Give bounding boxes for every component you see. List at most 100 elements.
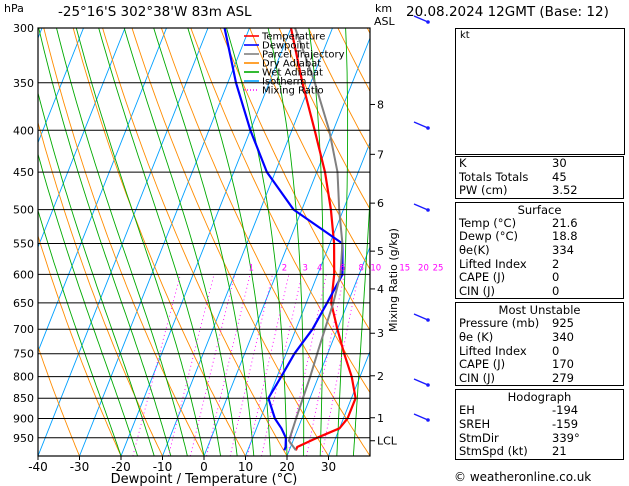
wind-barb <box>413 378 429 386</box>
sreh-label: SREH <box>459 416 491 431</box>
legend-label: Dry Adiabat <box>262 59 321 70</box>
mixing-ratio-label: 25 <box>433 263 444 273</box>
hodograph-unit-label: kt <box>460 30 470 41</box>
wind-barb <box>413 413 429 421</box>
km-axis-label: km <box>375 2 393 15</box>
index-row-k: K 30 <box>456 156 623 171</box>
surface-temp-label: Temp (°C) <box>459 215 517 230</box>
pressure-tick-label: 400 <box>13 124 34 137</box>
mu-thetae-value: 340 <box>552 329 574 344</box>
index-row-pw: PW (cm) 3.52 <box>456 184 623 198</box>
x-tick-label: -20 <box>111 460 131 474</box>
dry-adiabat-line <box>102 28 288 456</box>
isotherm-line <box>38 28 167 353</box>
mu-cin-label: CIN (J) <box>459 370 496 385</box>
wind-barb-dot <box>426 383 430 387</box>
hodograph-panel: kt <box>455 28 625 155</box>
x-tick-label: 10 <box>238 460 253 474</box>
surface-row: θe(K) 334 <box>456 242 623 258</box>
hodograph-title: Hodograph <box>507 390 572 405</box>
totals-label: Totals Totals <box>459 169 529 184</box>
isotherm-line <box>245 141 370 456</box>
hpa-axis-label: hPa <box>4 2 24 15</box>
wind-barb-dot <box>426 418 430 422</box>
legend-label: Mixing Ratio <box>262 86 324 97</box>
mu-cin-value: 279 <box>552 370 574 385</box>
surface-row: CAPE (J) 0 <box>456 271 623 285</box>
pressure-tick-label: 350 <box>13 77 34 90</box>
k-value: 30 <box>552 156 567 170</box>
legend-label: Wet Adiabat <box>262 68 323 79</box>
mixing-ratio-axis-title: Mixing Ratio (g/kg) <box>387 228 400 332</box>
surface-cape-value: 0 <box>552 270 560 285</box>
credit-footer: © weatheronline.co.uk <box>454 470 592 484</box>
mixing-ratio-line <box>167 274 215 456</box>
surface-cin-value: 0 <box>552 283 560 298</box>
mixing-ratio-label: 4 <box>317 263 322 273</box>
datetime-label: 20.08.2024 12GMT (Base: 12) <box>406 4 609 20</box>
isotherm-line <box>203 36 370 456</box>
surface-row: Dewp (°C) 18.8 <box>456 230 623 244</box>
surface-section: Surface Temp (°C) 21.6 Dewp (°C) 18.8 θe(K… <box>455 201 624 300</box>
hodo-row: StmDir 339° <box>456 430 623 446</box>
km-tick-label: 4 <box>377 283 384 296</box>
pw-value: 3.52 <box>552 183 578 198</box>
hodo-row: StmSpd (kt) 21 <box>456 444 623 459</box>
pw-label: PW (cm) <box>459 183 508 198</box>
pressure-tick-label: 750 <box>13 348 34 361</box>
surface-thetae-label: θe(K) <box>459 242 490 257</box>
pressure-tick-label: 800 <box>13 371 34 384</box>
wind-barb <box>413 313 429 321</box>
basic-indices: K 30 Totals Totals 45 PW (cm) 3.52 <box>455 156 624 199</box>
mu-row: CAPE (J) 170 <box>456 358 623 372</box>
most-unstable-title: Most Unstable <box>498 303 581 318</box>
isotherm-line <box>79 28 250 456</box>
x-tick-label: -30 <box>70 460 90 474</box>
mu-pressure-label: Pressure (mb) <box>459 316 540 331</box>
wind-barb-dot <box>426 208 430 212</box>
stmspd-label: StmSpd (kt) <box>459 444 528 459</box>
indices-table: K 30 Totals Totals 45 PW (cm) 3.52 Surface … <box>455 156 624 463</box>
dry-adiabat-line <box>249 28 370 271</box>
mu-cape-value: 170 <box>552 357 574 372</box>
surface-row: Lifted Index 2 <box>456 256 623 272</box>
pressure-tick-label: 500 <box>13 204 34 217</box>
dry-adiabat-line <box>38 345 80 456</box>
x-tick-label: 20 <box>279 460 294 474</box>
km-tick-label: 1 <box>377 412 384 425</box>
surface-li-label: Lifted Index <box>459 256 527 271</box>
dry-adiabat-line <box>219 28 370 332</box>
index-row-totals: Totals Totals 45 <box>456 169 623 185</box>
mu-li-label: Lifted Index <box>459 343 527 358</box>
stmdir-label: StmDir <box>459 430 499 445</box>
stmspd-value: 21 <box>552 444 567 459</box>
wet-adiabat-line <box>56 28 188 456</box>
mu-li-value: 0 <box>552 343 560 358</box>
dry-adiabat-line <box>38 121 163 456</box>
pressure-tick-label: 900 <box>13 413 34 426</box>
isotherm-line <box>162 28 333 456</box>
mixing-ratio-label: 8 <box>358 263 363 273</box>
mixing-ratio-label: 20 <box>418 263 429 273</box>
mixing-ratio-label: 3 <box>302 263 307 273</box>
eh-label: EH <box>459 403 475 418</box>
surface-temp-value: 21.6 <box>552 215 578 230</box>
mu-cape-label: CAPE (J) <box>459 357 506 372</box>
hodo-row: EH -194 <box>456 404 623 418</box>
x-tick-label: -10 <box>153 460 173 474</box>
wind-barb <box>413 203 429 211</box>
k-label: K <box>459 156 467 170</box>
surface-cape-label: CAPE (J) <box>459 270 506 285</box>
mixing-ratio-label: 15 <box>399 263 410 273</box>
wet-adiabat-line <box>98 28 222 456</box>
isotherm-line <box>328 350 370 456</box>
pressure-tick-label: 600 <box>13 268 34 281</box>
wind-barb-dot <box>426 318 430 322</box>
wet-adiabat-line <box>352 190 370 456</box>
location-label: -25°16'S 302°38'W 83m ASL <box>58 4 252 20</box>
hodo-row: SREH -159 <box>456 416 623 432</box>
hodograph-indices-section: Hodograph EH -194 SREH -159 StmDir 339° Stm… <box>455 389 624 460</box>
km-tick-label: LCL <box>377 435 398 448</box>
mu-pressure-value: 925 <box>552 316 574 331</box>
surface-title: Surface <box>517 202 562 217</box>
